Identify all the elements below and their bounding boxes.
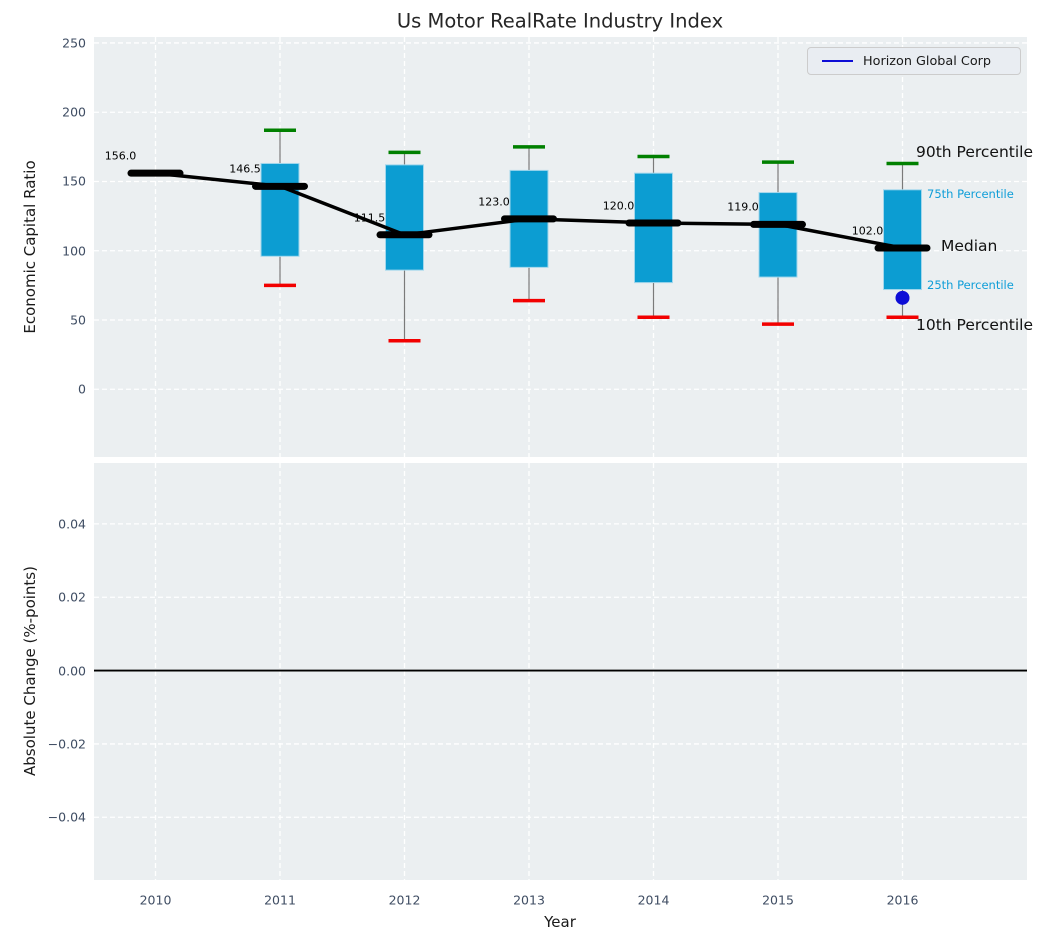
percentile-box <box>261 163 299 256</box>
percentile-box <box>759 193 797 277</box>
legend: Horizon Global Corp <box>807 47 1021 75</box>
median-marker <box>128 170 184 177</box>
median-marker <box>501 215 557 222</box>
legend-label: Horizon Global Corp <box>863 54 991 69</box>
percentile-box <box>386 165 424 270</box>
median-marker <box>377 231 433 238</box>
company-point <box>896 291 910 305</box>
median-marker <box>626 220 682 227</box>
median-marker <box>750 221 806 228</box>
legend-line-icon <box>822 60 853 62</box>
chart-figure: Us Motor RealRate Industry Index Economi… <box>0 0 1049 942</box>
plot-canvas <box>0 0 1049 942</box>
percentile-box <box>884 190 922 290</box>
median-marker <box>252 183 308 190</box>
median-marker <box>875 244 931 251</box>
percentile-box <box>635 173 673 282</box>
